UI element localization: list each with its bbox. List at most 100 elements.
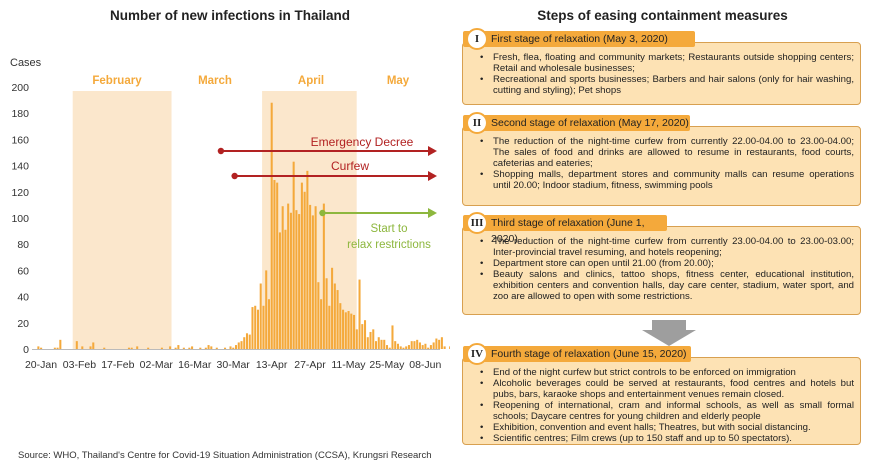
bar xyxy=(333,283,336,349)
x-tick-label: 27-Apr xyxy=(294,359,326,371)
curfew-dot xyxy=(231,172,238,180)
chart-title: Number of new infections in Thailand xyxy=(109,8,350,23)
stage-box-4: End of the night curfew but strict contr… xyxy=(462,357,861,445)
bar xyxy=(303,191,306,349)
bar xyxy=(317,282,320,349)
stage-number-badge: III xyxy=(466,212,488,234)
bar xyxy=(267,299,270,349)
bar xyxy=(127,347,130,349)
stage-header-4: Fourth stage of relaxation (June 15, 202… xyxy=(463,346,691,362)
x-tick-label: 11-May xyxy=(331,359,366,371)
bar xyxy=(147,347,150,349)
y-tick-label: 100 xyxy=(11,213,29,225)
bar xyxy=(292,161,295,349)
emergency-decree-label: Emergency Decree xyxy=(311,135,414,149)
steps-title: Steps of easing containment measures xyxy=(537,8,788,23)
bar xyxy=(429,345,432,349)
y-tick-label: 60 xyxy=(17,265,29,277)
month-shade-february xyxy=(72,91,172,349)
bar xyxy=(278,232,281,349)
stage-item: The reduction of the night-time curfew f… xyxy=(480,136,854,169)
relax-arrowhead xyxy=(428,208,437,218)
bar xyxy=(380,339,383,349)
bar xyxy=(421,345,424,349)
bar xyxy=(328,305,331,349)
bar xyxy=(169,346,172,349)
bar xyxy=(289,212,292,349)
stage-number-badge: I xyxy=(466,28,488,50)
stage-item: Scientific centres; Film crews (up to 15… xyxy=(480,433,854,444)
bar xyxy=(136,346,139,349)
bar xyxy=(361,324,364,349)
bar xyxy=(418,342,421,349)
bar xyxy=(81,346,84,349)
bar xyxy=(234,345,238,349)
y-tick-label: 180 xyxy=(11,108,29,120)
bar xyxy=(256,309,259,349)
curfew-label: Curfew xyxy=(331,159,369,173)
bar xyxy=(385,345,389,349)
bar xyxy=(295,210,298,349)
relax-label-line1: Start to xyxy=(370,223,407,235)
bar xyxy=(388,347,391,349)
bar xyxy=(339,303,342,349)
bar xyxy=(314,206,317,349)
stage-item: End of the night curfew but strict contr… xyxy=(480,367,854,378)
bar xyxy=(259,283,262,349)
bar xyxy=(232,347,235,349)
stage-item: Department store can open until 21.00 (f… xyxy=(480,258,854,269)
bar xyxy=(405,346,408,349)
x-tick-label: 30-Mar xyxy=(217,359,251,371)
bar xyxy=(438,339,441,349)
bar xyxy=(254,305,257,349)
stage-item: Beauty salons and clinics, tattoo shops,… xyxy=(480,269,854,302)
bar xyxy=(287,203,290,349)
bar xyxy=(40,347,43,349)
y-tick-label: 40 xyxy=(17,292,29,304)
stage-item-list: Fresh, flea, floating and community mark… xyxy=(463,52,860,96)
x-tick-label: 17-Feb xyxy=(101,359,134,371)
bar xyxy=(391,325,394,349)
bar xyxy=(130,347,133,349)
stage-item-list: The reduction of the night-time curfew f… xyxy=(463,236,860,302)
bar xyxy=(273,180,276,349)
x-tick-label: 02-Mar xyxy=(140,359,174,371)
x-tick-label: 20-Jan xyxy=(25,359,57,371)
bar xyxy=(204,347,207,349)
stage-item: Fresh, flea, floating and community mark… xyxy=(480,52,854,74)
month-label-february: February xyxy=(92,75,142,87)
bar xyxy=(251,307,254,349)
month-label-april: April xyxy=(298,75,324,87)
bar xyxy=(435,338,438,349)
bar xyxy=(350,313,353,349)
x-tick-label: 16-Mar xyxy=(178,359,212,371)
stage-header-1: First stage of relaxation (May 3, 2020) xyxy=(463,31,695,47)
bar xyxy=(182,347,185,349)
bar xyxy=(215,347,218,349)
bar xyxy=(243,337,246,349)
bar xyxy=(177,345,180,349)
bar xyxy=(366,337,369,349)
bar xyxy=(160,347,163,349)
stage-item: Reopening of international, cram and inf… xyxy=(480,400,854,422)
bar xyxy=(306,170,309,349)
bar xyxy=(298,214,301,349)
stage-number-badge: IV xyxy=(466,343,488,365)
bar xyxy=(402,347,405,349)
emergency-decree-dot xyxy=(217,147,225,155)
y-tick-label: 120 xyxy=(11,187,29,199)
bar xyxy=(342,309,345,349)
month-label-may: May xyxy=(387,75,410,87)
infections-chart: February March April May Cases 0 20 40 60 80 100 12… xyxy=(10,57,450,371)
bar xyxy=(59,339,62,349)
x-tick-label: 25-May xyxy=(369,359,405,371)
bar xyxy=(191,346,194,349)
bar xyxy=(347,311,350,349)
stage-number-badge: II xyxy=(466,112,488,134)
relax-dot xyxy=(319,209,326,217)
bar xyxy=(432,342,435,349)
stage-header-3: Third stage of relaxation (June 1, 2020) xyxy=(463,215,667,245)
bar xyxy=(224,347,227,349)
y-tick-label: 160 xyxy=(11,134,29,146)
bar xyxy=(383,339,386,349)
